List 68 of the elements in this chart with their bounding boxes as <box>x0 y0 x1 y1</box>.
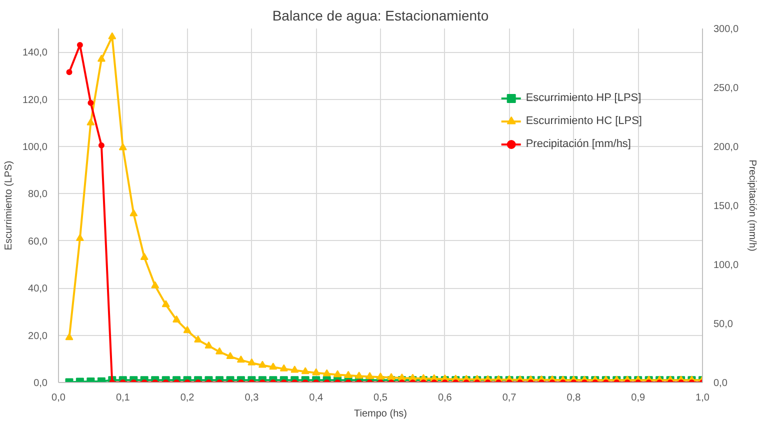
y2-axis-title: Precipitación (mm/h) <box>746 160 758 252</box>
point <box>194 335 202 343</box>
x-tick-label: 0,4 <box>309 392 324 404</box>
x-axis-title: Tiempo (hs) <box>354 408 407 420</box>
y2-tick-label: 150,0 <box>714 201 739 212</box>
point <box>248 358 256 366</box>
x-tick-label: 0,7 <box>502 392 517 404</box>
point <box>216 347 224 354</box>
point <box>86 118 95 126</box>
point <box>226 352 234 360</box>
y-tick-label: 80,0 <box>28 189 48 200</box>
legend-label: Escurrimiento HP [LPS] <box>526 92 642 104</box>
point <box>290 366 299 373</box>
legend-label: Escurrimiento HC [LPS] <box>526 115 642 127</box>
y-tick-label: 40,0 <box>28 284 48 295</box>
point <box>151 281 160 288</box>
point <box>236 356 245 363</box>
y2-tick-label: 300,0 <box>714 24 739 35</box>
point <box>130 209 138 216</box>
point <box>118 143 127 150</box>
x-tick-label: 0,1 <box>116 392 130 404</box>
point <box>76 234 84 242</box>
legend-label: Precipitación [mm/hs] <box>526 138 631 150</box>
point <box>366 372 374 380</box>
y-axis-title: Escurrimiento (LPS) <box>3 160 14 250</box>
point <box>344 370 352 378</box>
y-tick-label: 20,0 <box>28 330 48 342</box>
point <box>65 333 74 340</box>
point <box>183 326 192 334</box>
y-tick-label: 120,0 <box>22 94 48 106</box>
point <box>322 369 331 376</box>
y2-tick-label: 100,0 <box>714 260 739 271</box>
point <box>258 360 266 368</box>
point <box>108 32 116 40</box>
y-tick-label: 60,0 <box>28 236 48 248</box>
x-tick-label: 0,5 <box>374 392 388 404</box>
point <box>334 370 342 378</box>
x-tick-label: 0,6 <box>438 392 452 404</box>
x-tick-label: 1,0 <box>696 392 710 404</box>
point <box>172 315 181 322</box>
x-tick-label: 0,8 <box>566 392 582 404</box>
point <box>398 373 406 381</box>
point <box>376 372 384 380</box>
point <box>301 367 310 374</box>
y-tick-label: 100,0 <box>22 142 48 153</box>
x-tick-label: 0,3 <box>244 392 260 404</box>
y2-tick-label: 0,0 <box>714 378 728 389</box>
x-tick-label: 0,2 <box>180 392 195 404</box>
point <box>88 100 94 106</box>
point <box>162 300 170 308</box>
point <box>140 252 148 260</box>
chart-title: Balance de agua: Estacionamiento <box>272 8 489 24</box>
x-tick-label: 0,9 <box>631 392 646 404</box>
point <box>204 341 213 348</box>
point <box>269 362 278 370</box>
x-tick-label: 0,0 <box>52 392 66 404</box>
point <box>66 69 72 76</box>
point <box>98 142 104 148</box>
y2-tick-label: 200,0 <box>714 142 739 153</box>
point <box>280 364 288 372</box>
point <box>312 368 320 376</box>
y-tick-label: 140,0 <box>22 48 48 59</box>
y-tick-label: 0,0 <box>34 378 48 389</box>
y2-tick-label: 250,0 <box>714 83 739 94</box>
point <box>355 372 364 379</box>
y2-tick-label: 50,0 <box>714 319 734 330</box>
point <box>387 373 396 380</box>
point <box>97 54 106 62</box>
